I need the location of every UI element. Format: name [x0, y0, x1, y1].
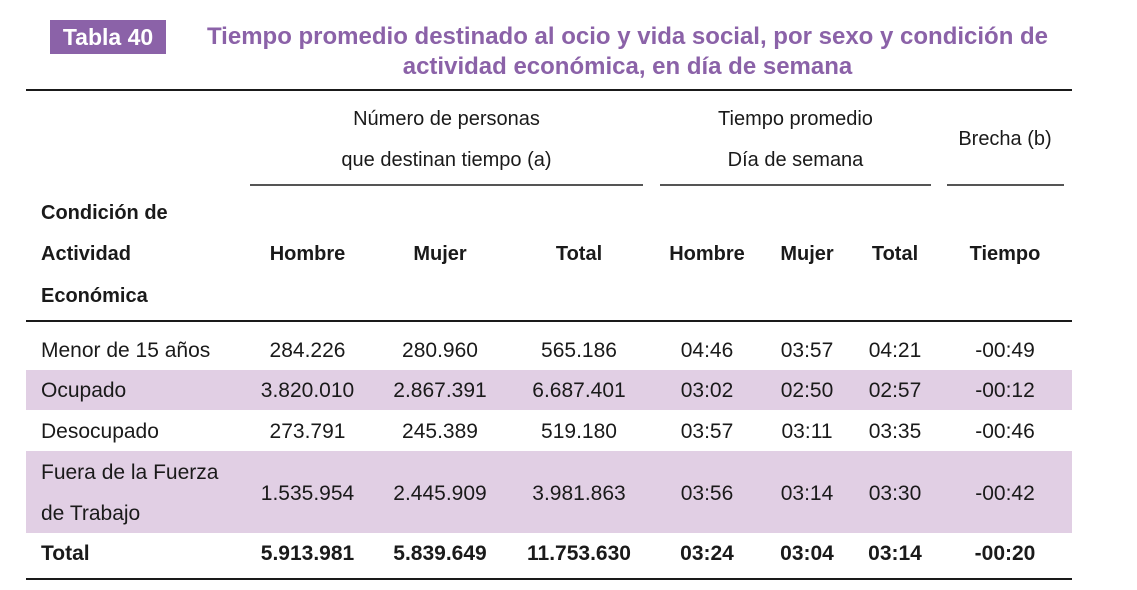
total-cell: 11.753.630 — [527, 542, 631, 565]
column-header-brecha-tiempo: Tiempo — [969, 243, 1041, 265]
group-header-tiempo-1: Tiempo promedio — [718, 108, 873, 130]
column-header-condicion-2: Actividad — [41, 243, 132, 265]
table-cell: 03:56 — [680, 482, 734, 505]
table-cell: 3.820.010 — [260, 379, 355, 402]
table-cell: 245.389 — [402, 420, 478, 443]
title-line-1: Tiempo promedio destinado al ocio y vida… — [206, 23, 1049, 50]
row-band-fuera — [26, 451, 1072, 533]
top-rule — [26, 89, 1072, 91]
table-cell: 284.226 — [269, 339, 346, 362]
table-cell: 04:21 — [868, 339, 922, 362]
total-cell: 03:14 — [868, 542, 922, 565]
total-cell: -00:20 — [974, 542, 1036, 565]
table-cell: 03:11 — [781, 420, 833, 443]
row-label-line-2: de Trabajo — [41, 502, 141, 525]
table-cell: 280.960 — [402, 339, 478, 362]
group-rule-personas — [250, 184, 643, 186]
group-header-personas-1: Número de personas — [353, 108, 540, 130]
table-cell: 2.867.391 — [393, 379, 487, 402]
table-cell: 6.687.401 — [532, 379, 626, 402]
header-bottom-rule — [26, 320, 1072, 322]
row-label: Menor de 15 años — [41, 339, 211, 362]
row-label: Ocupado — [41, 379, 127, 402]
table-cell: 02:57 — [868, 379, 922, 402]
column-header-tiempo-total: Total — [871, 243, 919, 265]
table-cell: 2.445.909 — [393, 482, 487, 505]
bottom-rule — [26, 578, 1072, 580]
table-cell: -00:42 — [975, 482, 1035, 505]
table-cell: 03:57 — [780, 339, 834, 362]
table-cell: 03:30 — [868, 482, 922, 505]
table-cell: -00:46 — [975, 420, 1035, 443]
group-header-tiempo-2: Día de semana — [727, 149, 864, 171]
group-header-personas-2: que destinan tiempo (a) — [341, 149, 552, 171]
group-header-brecha: Brecha (b) — [958, 128, 1052, 150]
table-cell: 519.180 — [541, 420, 617, 443]
table-cell: 03:14 — [780, 482, 834, 505]
column-header-tiempo-mujer: Mujer — [780, 243, 834, 265]
total-cell: 5.913.981 — [260, 542, 355, 565]
column-header-mujer: Mujer — [413, 243, 467, 265]
total-row-label: Total — [41, 542, 90, 565]
row-label: Desocupado — [41, 420, 159, 443]
table-number-badge: Tabla 40 — [50, 20, 166, 54]
column-header-condicion-1: Condición de — [41, 202, 168, 224]
title-line-2: actividad económica, en día de semana — [402, 53, 853, 80]
group-rule-brecha — [947, 184, 1064, 186]
table-cell: 03:02 — [680, 379, 734, 402]
table-cell: 02:50 — [780, 379, 834, 402]
table-cell: 03:35 — [868, 420, 922, 443]
column-header-tiempo-hombre: Hombre — [669, 243, 745, 265]
table-cell: 565.186 — [541, 339, 617, 362]
column-header-total: Total — [555, 243, 603, 265]
row-label-line-1: Fuera de la Fuerza — [41, 461, 219, 484]
table-cell: -00:49 — [975, 339, 1035, 362]
table-cell: 04:46 — [680, 339, 734, 362]
column-header-condicion-3: Económica — [41, 285, 148, 307]
column-header-hombre: Hombre — [269, 243, 346, 265]
group-rule-tiempo — [660, 184, 931, 186]
row-band-ocupado — [26, 370, 1072, 410]
table-cell: -00:12 — [975, 379, 1035, 402]
table-cell: 1.535.954 — [260, 482, 355, 505]
total-cell: 03:04 — [780, 542, 834, 565]
table-cell: 273.791 — [269, 420, 346, 443]
table-cell: 03:57 — [680, 420, 734, 443]
total-cell: 03:24 — [680, 542, 734, 565]
table-cell: 3.981.863 — [532, 482, 626, 505]
table-title: Tiempo promedio destinado al ocio y vida… — [175, 22, 1080, 82]
total-cell: 5.839.649 — [393, 542, 487, 565]
